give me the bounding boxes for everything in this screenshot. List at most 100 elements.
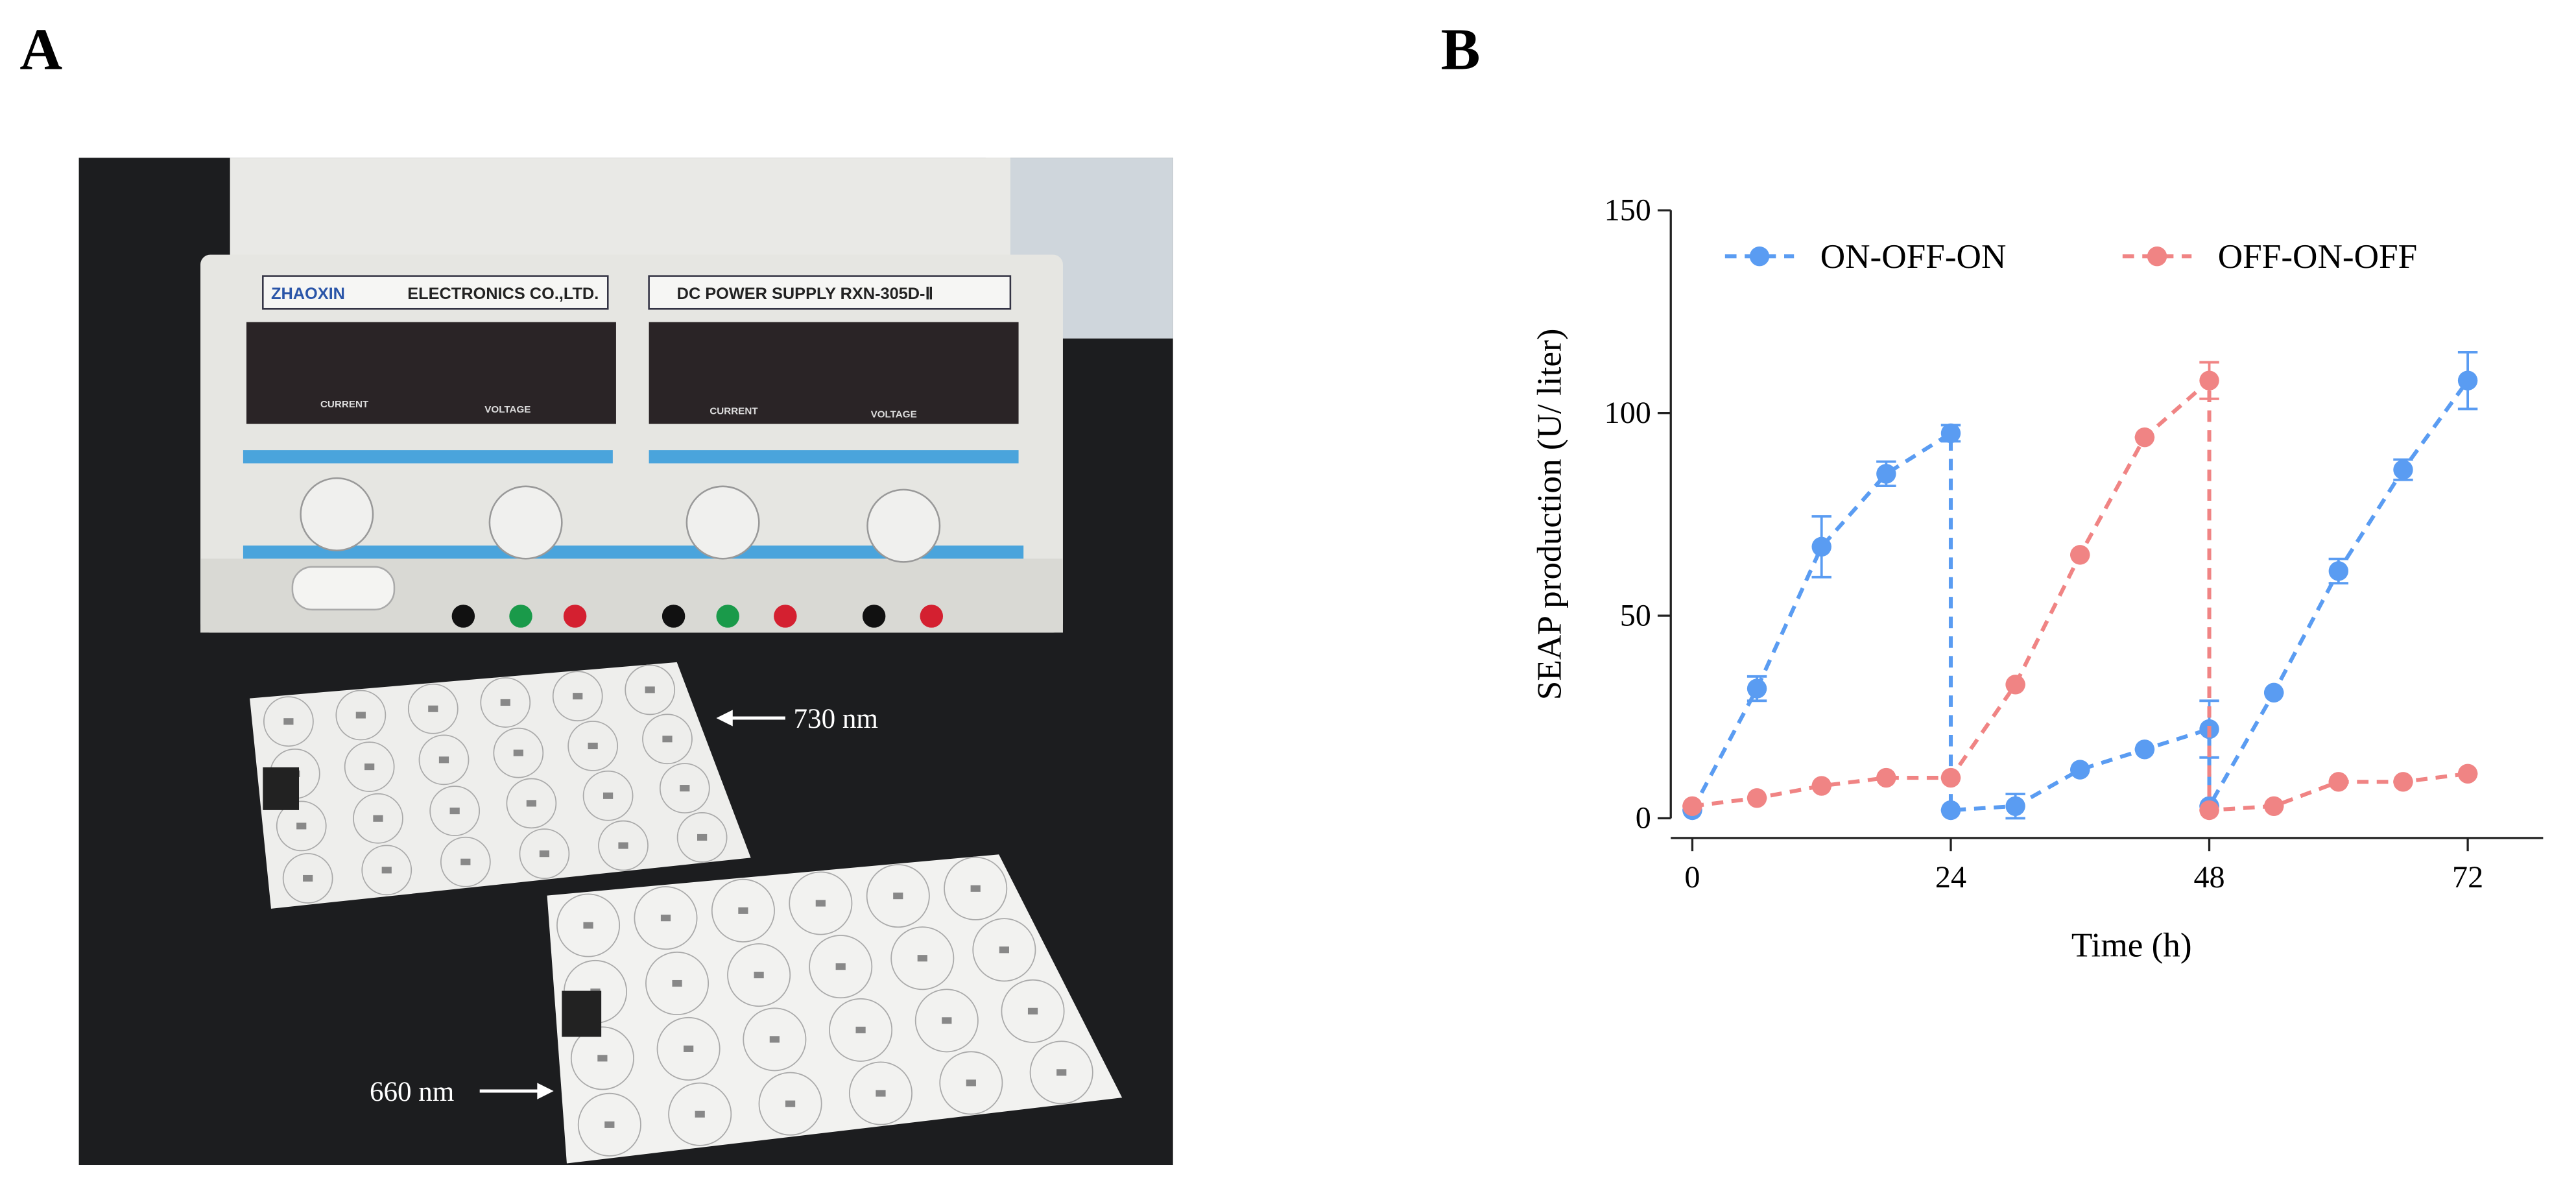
series-line xyxy=(1690,379,2470,814)
led xyxy=(283,718,294,725)
led xyxy=(876,1090,886,1097)
data-point xyxy=(2457,763,2478,784)
led xyxy=(680,785,690,792)
data-point xyxy=(2199,370,2219,390)
led xyxy=(855,1026,866,1033)
data-point xyxy=(1811,776,1831,796)
led xyxy=(513,749,523,756)
led-ring xyxy=(743,1007,807,1072)
led-ring xyxy=(570,1026,634,1090)
y-tick-label: 100 xyxy=(1604,396,1651,430)
led-ring xyxy=(353,793,403,844)
led xyxy=(526,800,536,807)
led xyxy=(364,763,375,771)
led-ring xyxy=(598,820,649,871)
series-line xyxy=(1692,376,2468,813)
led xyxy=(573,693,583,700)
x-tick-label: 48 xyxy=(2193,860,2224,895)
knob xyxy=(488,485,563,560)
led-ring xyxy=(567,721,619,771)
annotation: 660 nm xyxy=(370,1077,454,1107)
device-stripe xyxy=(243,546,1024,559)
device-top xyxy=(230,158,1010,273)
led-ring xyxy=(829,998,893,1062)
led xyxy=(604,1121,615,1128)
arrow-head xyxy=(537,1083,554,1099)
led-ring xyxy=(866,864,930,928)
led-ring xyxy=(552,671,603,722)
terminal xyxy=(774,605,797,628)
led xyxy=(597,1055,608,1062)
device-text: VOLTAGE xyxy=(484,404,531,415)
led-ring xyxy=(282,853,333,904)
legend-marker xyxy=(1749,246,1770,267)
led xyxy=(296,823,307,830)
led-ring xyxy=(429,786,481,836)
led xyxy=(999,946,1009,954)
led-ring xyxy=(506,778,557,829)
led xyxy=(684,1045,694,1052)
terminal xyxy=(862,605,886,628)
data-point xyxy=(1876,767,1896,788)
knob xyxy=(300,477,374,551)
legend-label: ON-OFF-ON xyxy=(1820,237,2007,276)
led xyxy=(500,699,510,706)
terminal xyxy=(920,605,944,628)
data-point xyxy=(1940,767,1961,788)
terminal xyxy=(662,605,686,628)
led xyxy=(602,792,614,799)
terminal xyxy=(563,605,587,628)
connector xyxy=(562,991,602,1037)
data-point xyxy=(2005,796,2025,816)
device-stripe xyxy=(649,450,1019,464)
led-ring xyxy=(440,836,491,887)
led-ring xyxy=(939,1051,1003,1115)
led-ring xyxy=(642,714,693,765)
led xyxy=(754,972,764,979)
x-tick-label: 24 xyxy=(1935,860,1966,895)
led xyxy=(373,815,383,822)
led xyxy=(303,874,313,882)
display xyxy=(246,322,616,424)
y-axis-label: SEAP production (U/ liter) xyxy=(1531,329,1569,701)
led xyxy=(660,915,671,922)
data-point xyxy=(2134,427,2155,448)
arrow-head xyxy=(716,710,733,727)
data-point xyxy=(2134,739,2155,760)
data-point xyxy=(2457,370,2478,390)
device-text: DC POWER SUPPLY RXN-305D-Ⅱ xyxy=(677,285,933,303)
led xyxy=(355,712,366,719)
led-ring xyxy=(344,741,395,793)
led xyxy=(769,1036,780,1043)
led xyxy=(381,867,392,874)
device-text: CURRENT xyxy=(320,399,369,410)
led xyxy=(449,808,460,815)
led-ring xyxy=(263,696,314,747)
chart: 0 50 100 150 0 24 48 72 Time (h) SEAP production … xyxy=(1531,193,2544,964)
led-ring xyxy=(656,1016,721,1081)
led xyxy=(785,1100,796,1107)
data-point xyxy=(2199,800,2219,821)
y-tick-label: 50 xyxy=(1620,598,1651,632)
device-plate xyxy=(262,275,609,310)
data-point xyxy=(1940,423,1961,444)
led-ring xyxy=(848,1061,912,1125)
led-ring xyxy=(809,935,873,999)
led xyxy=(970,885,981,892)
led-ring xyxy=(582,770,634,821)
led-ring xyxy=(1001,979,1065,1043)
data-point xyxy=(2393,772,2413,792)
led xyxy=(942,1017,952,1024)
x-axis-label: Time (h) xyxy=(2071,926,2192,964)
led-ring xyxy=(711,878,775,943)
data-point xyxy=(2393,459,2413,480)
data-point xyxy=(2005,675,2025,695)
led xyxy=(1056,1069,1067,1076)
annotation: 730 nm xyxy=(794,704,878,734)
y-tick-label: 150 xyxy=(1604,193,1651,227)
data-point xyxy=(2263,682,2284,703)
device-text: ZHAOXIN xyxy=(271,285,345,303)
led-ring xyxy=(645,952,710,1016)
